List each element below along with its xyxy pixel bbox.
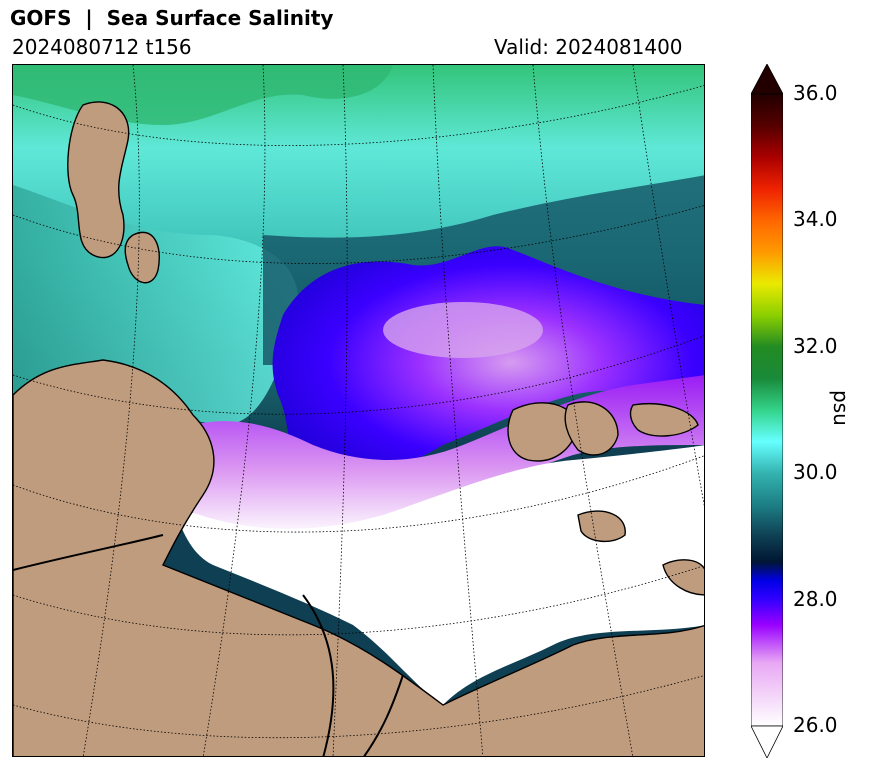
colorbar-tick-label: 30.0 xyxy=(793,460,838,485)
colorbar-tick-label: 26.0 xyxy=(793,713,838,737)
colorbar-extend-max xyxy=(751,64,783,95)
colorbar-extend-min xyxy=(751,725,783,758)
colorbar-tick-label: 28.0 xyxy=(793,586,838,611)
colorbar-tick-label: 32.0 xyxy=(793,333,838,358)
chart-title: GOFS | Sea Surface Salinity xyxy=(10,6,334,30)
run-label: 2024080712 t156 xyxy=(12,35,192,59)
salinity-map xyxy=(12,64,705,757)
colorbar-unit-label: psu xyxy=(829,390,853,426)
colorbar-tick-label: 34.0 xyxy=(793,207,838,232)
valid-time-label: Valid: 2024081400 xyxy=(494,35,683,59)
colorbar-tick-label: 36.0 xyxy=(793,81,838,105)
colorbar-body xyxy=(751,93,783,727)
colorbar xyxy=(751,64,783,758)
